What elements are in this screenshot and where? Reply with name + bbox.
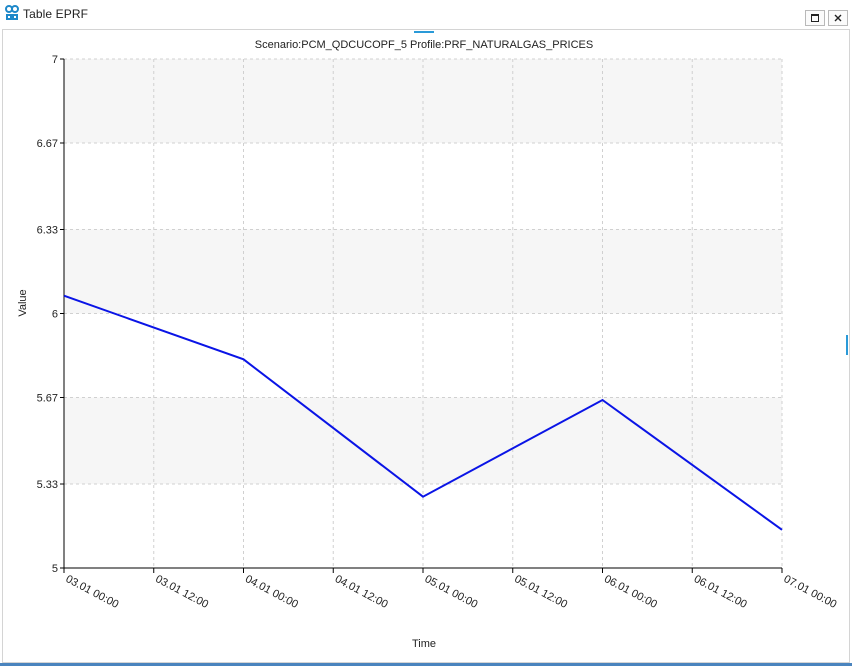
- y-tick-label: 6.67: [37, 138, 58, 150]
- y-tick-label: 6.33: [37, 225, 58, 237]
- splitter-handle[interactable]: [846, 335, 848, 355]
- y-axis-label: Value: [17, 289, 29, 316]
- x-tick-label: 04.01 00:00: [243, 573, 300, 611]
- app-icon: [5, 5, 19, 20]
- series-layer: [63, 294, 783, 531]
- chart-frame: [2, 29, 850, 663]
- y-tick-label: 7: [52, 54, 58, 66]
- y-tick-label: 5.33: [37, 479, 58, 491]
- y-tick-label: 5: [52, 563, 58, 575]
- chart-title: Scenario:PCM_QDCUCOPF_5 Profile:PRF_NATU…: [255, 39, 593, 51]
- close-button[interactable]: [828, 10, 848, 26]
- x-tick-label: 05.01 12:00: [512, 573, 569, 611]
- close-icon: [834, 14, 842, 22]
- title-bar: Table EPRF: [0, 0, 852, 30]
- plot-band: [64, 397, 782, 485]
- x-tick-label: 03.01 12:00: [153, 573, 210, 611]
- x-tick-labels: 03.01 00:00 03.01 12:00 04.01 00:00 04.01 1…: [63, 568, 839, 611]
- window-title: Table EPRF: [23, 7, 89, 21]
- x-tick-label: 06.01 00:00: [602, 573, 659, 611]
- plot-bands: [64, 59, 782, 485]
- y-tick-labels: 5 5.33 5.67 6 6.33 6.67 7: [37, 54, 64, 575]
- x-tick-label: 06.01 12:00: [692, 573, 749, 611]
- maximize-button[interactable]: [805, 10, 825, 26]
- tab-indicator: [414, 31, 434, 33]
- x-axis-label: Time: [412, 638, 436, 650]
- x-tick-label: 05.01 00:00: [423, 573, 480, 611]
- y-tick-label: 5.67: [37, 392, 58, 404]
- maximize-icon: [811, 14, 819, 22]
- x-tick-label: 04.01 12:00: [333, 573, 390, 611]
- series-line: [63, 294, 783, 531]
- x-tick-label: 07.01 00:00: [782, 573, 839, 611]
- y-tick-label: 6: [52, 309, 58, 321]
- x-tick-label: 03.01 00:00: [64, 573, 121, 611]
- status-strip: [0, 663, 852, 666]
